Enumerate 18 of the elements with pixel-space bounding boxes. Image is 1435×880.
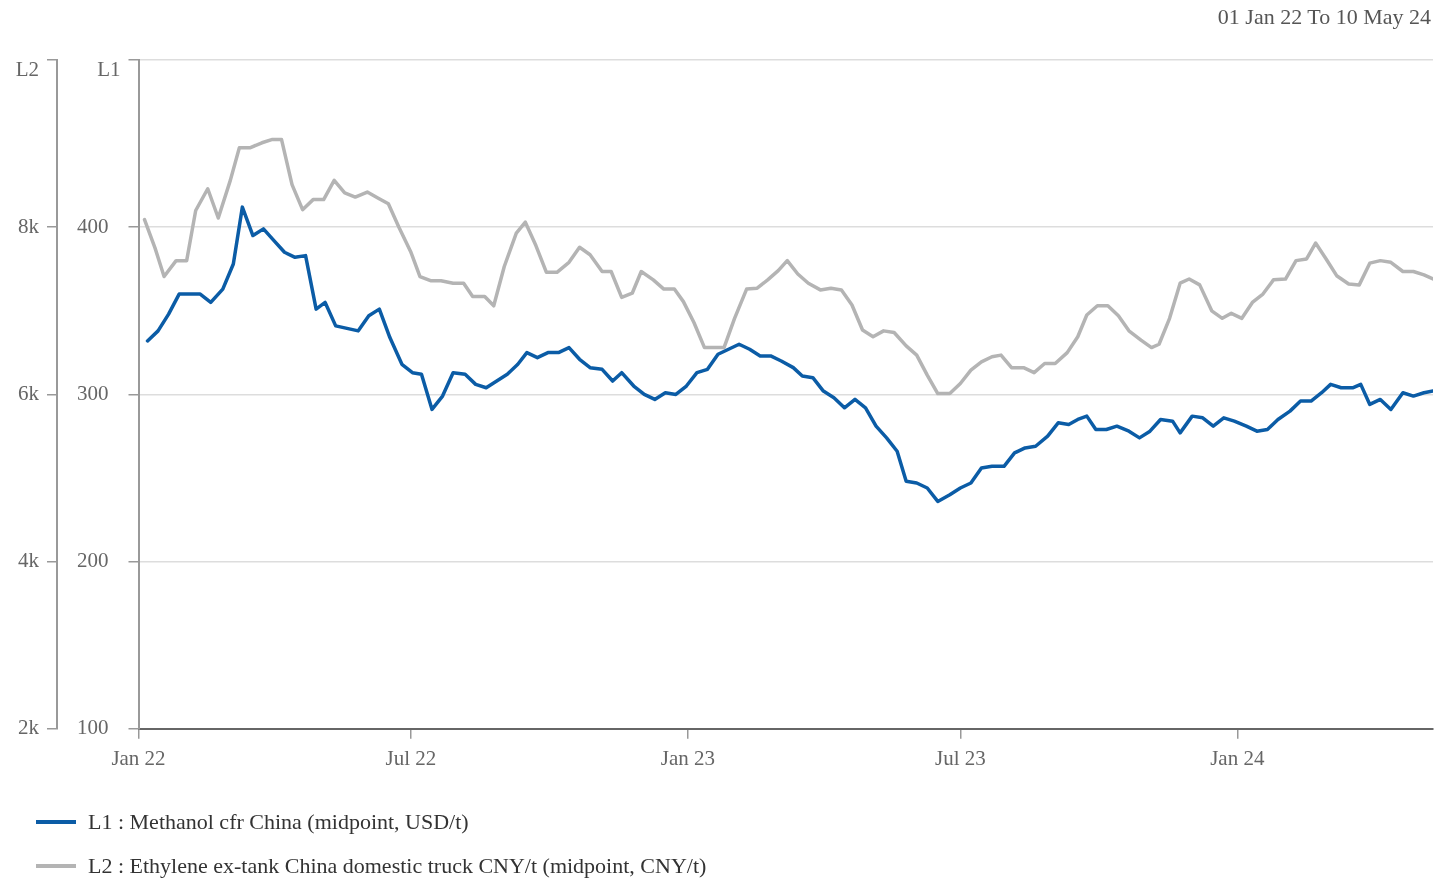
legend-label: L1 : Methanol cfr China (midpoint, USD/t)	[88, 809, 469, 835]
y2-tick-label: 2k	[18, 715, 40, 740]
y2-tick-label: 8k	[18, 213, 40, 238]
x-tick-label: Jul 22	[385, 745, 437, 770]
y2-tick-label: 4k	[18, 548, 40, 573]
y-axis-title: L1	[97, 56, 121, 81]
y2-axis-title: L2	[15, 56, 39, 81]
x-tick-label: Jul 23	[934, 745, 986, 770]
y-tick-label: 100	[77, 715, 109, 740]
x-tick-label: Jan 24	[1210, 745, 1265, 770]
x-tick-label: Jan 23	[660, 745, 716, 770]
y-tick-label: 400	[77, 213, 109, 238]
chart-subtitle: 01 Jan 22 To 10 May 24	[1217, 4, 1431, 30]
y2-tick-label: 6k	[18, 380, 40, 405]
legend-label: L2 : Ethylene ex-tank China domestic truck CNY/t (midpoint, CNY/t)	[88, 853, 707, 879]
x-tick-label: Jan 22	[111, 745, 166, 770]
y-tick-label: 200	[77, 548, 109, 573]
y-tick-label: 300	[77, 380, 109, 405]
